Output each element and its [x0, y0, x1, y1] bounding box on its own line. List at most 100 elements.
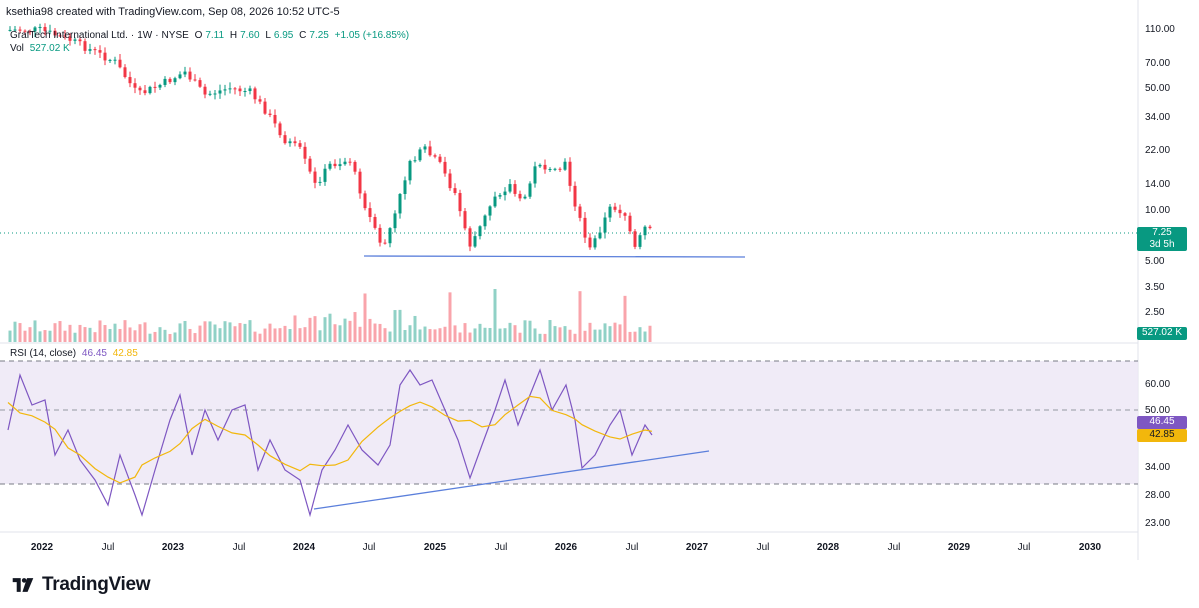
candle-body: [578, 206, 582, 218]
candle-body: [478, 226, 482, 237]
candle-body: [183, 71, 187, 75]
candle-body: [43, 26, 47, 32]
volume-bar: [413, 315, 417, 342]
volume-bar: [108, 328, 112, 342]
volume-bar: [208, 321, 212, 342]
volume-bar: [518, 332, 522, 342]
candle-body: [223, 89, 227, 91]
volume-bar: [328, 313, 332, 342]
volume-bar: [648, 325, 652, 342]
symbol-name[interactable]: GrafTech International Ltd.: [10, 30, 128, 41]
candle-body: [318, 181, 322, 183]
rsi-label[interactable]: RSI (14, close): [10, 348, 77, 359]
volume-tag: 527.02 K: [1137, 327, 1187, 340]
candle-body: [638, 235, 642, 247]
candle-body: [408, 160, 412, 181]
time-axis-label: 2027: [686, 542, 709, 553]
volume-bar: [63, 330, 67, 342]
volume-bar: [93, 332, 97, 342]
support-trendline[interactable]: [363, 255, 746, 258]
rsi-axis-tick: 23.00: [1145, 518, 1170, 529]
volume-bar: [98, 320, 102, 342]
volume-bar: [223, 321, 227, 342]
candle-body: [288, 141, 292, 144]
candle-body: [293, 141, 297, 144]
candle-body: [118, 59, 122, 68]
volume-bar: [363, 293, 367, 342]
volume-bar: [563, 326, 567, 342]
candle-body: [168, 78, 172, 83]
rsi-axis-tick: 50.00: [1145, 405, 1170, 416]
volume-bar: [358, 326, 362, 342]
candle-body: [163, 78, 167, 85]
candle-body: [28, 31, 32, 33]
volume-bar: [513, 325, 517, 342]
volume-bar: [623, 295, 627, 342]
volume-legend: Vol 527.02 K: [10, 43, 73, 54]
candle-body: [528, 183, 532, 197]
volume-bar: [618, 324, 622, 342]
candle-body: [343, 161, 347, 165]
price-axis-tick: 5.00: [1145, 256, 1165, 267]
candle-body: [493, 196, 497, 207]
volume-bar: [373, 323, 377, 342]
volume-bar: [493, 289, 497, 342]
volume-bar: [298, 328, 302, 342]
candle-body: [553, 168, 557, 170]
candle-body: [328, 163, 332, 169]
volume-bar: [458, 332, 462, 342]
interval-label[interactable]: 1W: [137, 30, 153, 41]
price-axis-tick: 70.00: [1145, 58, 1170, 69]
volume-bar: [638, 327, 642, 342]
volume-bar: [313, 316, 317, 342]
time-axis-label: Jul: [1018, 542, 1031, 553]
last-price-tag: 7.25 3d 5h: [1137, 227, 1187, 251]
volume-bar: [488, 327, 492, 342]
volume-bar: [88, 327, 92, 342]
volume-bar: [523, 320, 527, 342]
candle-body: [88, 49, 92, 51]
candle-body: [238, 88, 242, 92]
price-axis-tick: 10.00: [1145, 205, 1170, 216]
volume-bar: [53, 323, 57, 342]
volume-bar: [203, 321, 207, 342]
volume-bar: [333, 324, 337, 342]
candle-body: [283, 135, 287, 144]
candle-body: [488, 206, 492, 216]
candle-body: [78, 39, 82, 42]
volume-bar: [188, 328, 192, 342]
candle-body: [518, 193, 522, 199]
price-axis-tick: 34.00: [1145, 112, 1170, 123]
candle-body: [368, 208, 372, 218]
volume-bar: [138, 324, 142, 342]
volume-bar: [553, 326, 557, 342]
candle-body: [58, 35, 62, 37]
time-axis-label: Jul: [888, 542, 901, 553]
volume-bar: [608, 326, 612, 342]
price-axis-tick: 22.00: [1145, 145, 1170, 156]
candle-body: [388, 228, 392, 244]
candle-body: [243, 91, 247, 93]
volume-bar: [73, 332, 77, 342]
volume-value: 527.02 K: [29, 43, 70, 54]
volume-bar: [558, 327, 562, 342]
volume-bar: [253, 331, 257, 342]
candle-body: [233, 88, 237, 90]
candle-body: [298, 143, 302, 147]
candle-body: [213, 93, 217, 95]
volume-bar: [398, 309, 402, 342]
candle-body: [413, 160, 417, 162]
candle-body: [303, 146, 307, 159]
candle-body: [98, 50, 102, 53]
candle-body: [358, 171, 362, 194]
candle-body: [453, 188, 457, 194]
candle-body: [473, 236, 477, 247]
tradingview-logo[interactable]: TradingView: [10, 574, 151, 596]
candle-body: [138, 87, 142, 91]
volume-bar: [588, 322, 592, 342]
candle-body: [323, 168, 327, 182]
rsi-ma-line: [7, 395, 653, 484]
time-axis-label: Jul: [626, 542, 639, 553]
rsi-trendline[interactable]: [313, 450, 710, 510]
